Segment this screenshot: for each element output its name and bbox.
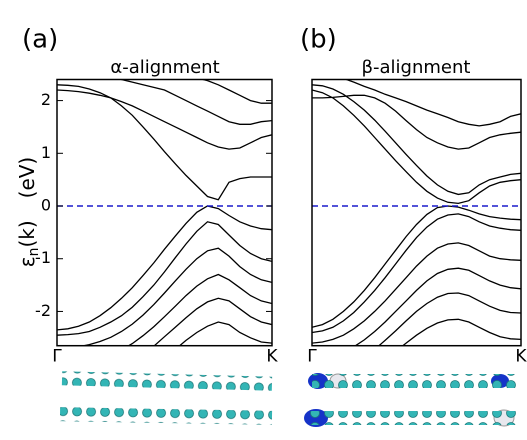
figure: (a) α-alignment (b) β-alignment εn(k)(eV… [0, 0, 527, 440]
x-tick-label: Γ [52, 347, 62, 367]
molecule [62, 371, 272, 390]
band-line [312, 95, 521, 149]
band-line [312, 293, 521, 375]
y-tick-label: 0 [41, 196, 51, 215]
x-tick-label: K [515, 347, 527, 367]
x-tick-label: Γ [307, 347, 317, 367]
x-tick-label: K [266, 347, 278, 367]
y-label-argument: (k) [15, 220, 39, 247]
y-label-unit: (eV) [15, 157, 39, 199]
y-tick-label: 2 [41, 90, 51, 109]
molecule [60, 407, 272, 425]
bands [312, 69, 521, 391]
band-line [312, 90, 521, 203]
panel-label: (b) [300, 25, 337, 55]
y-tick-label: -1 [35, 248, 51, 267]
band-line [57, 298, 272, 380]
band-line [57, 206, 272, 330]
band-line [57, 90, 272, 149]
band-line [312, 214, 521, 333]
plot-frame [57, 80, 272, 346]
band-line [57, 248, 272, 348]
panel-title: β-alignment [362, 57, 471, 78]
y-tick-label: 1 [41, 143, 51, 162]
band-line [312, 243, 521, 343]
band-line [57, 222, 272, 335]
band-line [57, 275, 272, 365]
panel-label: (a) [22, 25, 58, 55]
band-line [57, 85, 272, 200]
molecule [310, 411, 520, 425]
band-line [312, 85, 521, 195]
molecule [312, 374, 518, 388]
molecules [60, 371, 520, 427]
bands [57, 53, 272, 396]
panel-title: α-alignment [110, 57, 219, 78]
y-tick-label: -2 [35, 301, 51, 320]
